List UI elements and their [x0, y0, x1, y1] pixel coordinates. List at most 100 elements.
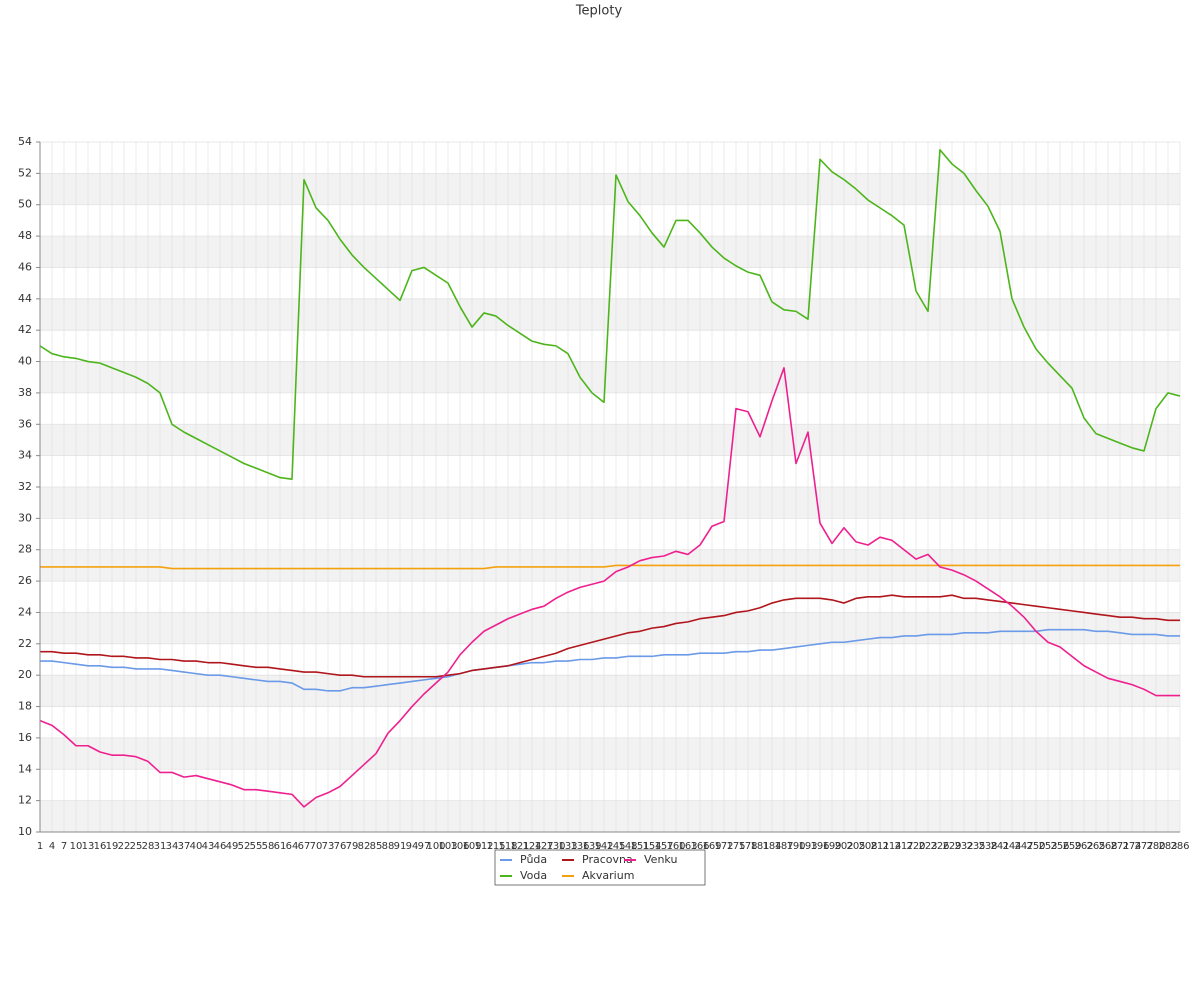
y-tick-label: 18 [18, 700, 32, 713]
legend-label: Voda [520, 869, 547, 882]
x-tick-label: 7 [61, 841, 67, 852]
x-tick-label: 217 [894, 841, 913, 852]
grid-band [40, 298, 1180, 331]
x-tick-label: 205 [846, 841, 865, 852]
y-tick-label: 52 [18, 166, 32, 179]
x-tick-label: 16 [94, 841, 107, 852]
chart-title: Teploty [575, 4, 623, 19]
x-tick-label: 154 [642, 841, 661, 852]
grid-band [40, 675, 1180, 707]
x-tick-label: 163 [678, 841, 697, 852]
x-tick-label: 22 [118, 841, 131, 852]
y-tick-label: 50 [18, 198, 32, 211]
x-tick-label: 232 [954, 841, 973, 852]
y-tick-label: 44 [18, 292, 32, 305]
x-tick-label: 199 [822, 841, 841, 852]
legend-label: Pracovna [582, 853, 633, 866]
x-tick-label: 283 [1158, 841, 1177, 852]
y-tick-label: 26 [18, 574, 32, 587]
x-tick-label: 88 [382, 841, 395, 852]
y-tick-label: 14 [18, 762, 32, 775]
grid-band [40, 424, 1180, 456]
x-tick-label: 46 [214, 841, 227, 852]
x-tick-label: 124 [522, 841, 541, 852]
x-tick-label: 172 [714, 841, 733, 852]
x-tick-label: 19 [106, 841, 119, 852]
grid-band [40, 361, 1180, 393]
x-tick-label: 82 [358, 841, 371, 852]
y-tick-label: 36 [18, 417, 32, 430]
x-tick-label: 55 [250, 841, 263, 852]
x-tick-label: 181 [750, 841, 769, 852]
x-tick-label: 4 [49, 841, 55, 852]
x-tick-label: 229 [942, 841, 961, 852]
x-tick-label: 130 [546, 841, 565, 852]
x-tick-label: 202 [834, 841, 853, 852]
x-tick-label: 136 [570, 841, 589, 852]
x-tick-label: 61 [274, 841, 287, 852]
axes: 1012141618202224262830323436384042444648… [18, 135, 1190, 852]
x-tick-label: 115 [486, 841, 505, 852]
x-tick-label: 73 [322, 841, 335, 852]
x-tick-label: 94 [406, 841, 419, 852]
grid [39, 141, 1181, 833]
x-tick-label: 70 [310, 841, 323, 852]
x-tick-label: 151 [630, 841, 649, 852]
x-tick-label: 187 [774, 841, 793, 852]
x-tick-label: 91 [394, 841, 407, 852]
x-tick-label: 211 [870, 841, 889, 852]
x-tick-label: 37 [178, 841, 191, 852]
x-tick-label: 58 [262, 841, 275, 852]
y-tick-label: 40 [18, 355, 32, 368]
x-tick-label: 184 [762, 841, 781, 852]
legend-label: Půda [520, 853, 547, 866]
grid-band [40, 487, 1180, 519]
x-tick-label: 1 [37, 841, 43, 852]
x-tick-label: 142 [594, 841, 613, 852]
y-tick-label: 30 [18, 511, 32, 524]
x-tick-label: 244 [1002, 841, 1021, 852]
legend: Půda Voda Pracovna Akvarium Venku [500, 853, 677, 882]
x-tick-label: 280 [1146, 841, 1165, 852]
x-tick-label: 100 [426, 841, 445, 852]
y-tick-label: 10 [18, 825, 32, 838]
x-tick-label: 112 [474, 841, 493, 852]
x-tick-label: 235 [966, 841, 985, 852]
x-tick-label: 193 [798, 841, 817, 852]
series-line [40, 628, 1180, 692]
y-tick-label: 48 [18, 229, 32, 242]
x-tick-label: 166 [690, 841, 709, 852]
x-tick-label: 262 [1074, 841, 1093, 852]
x-tick-label: 265 [1086, 841, 1105, 852]
legend-label: Venku [644, 853, 677, 866]
x-tick-label: 127 [534, 841, 553, 852]
x-tick-label: 13 [82, 841, 95, 852]
x-tick-label: 271 [1110, 841, 1129, 852]
y-tick-label: 34 [18, 449, 32, 462]
x-tick-label: 28 [142, 841, 155, 852]
x-tick-label: 256 [1050, 841, 1069, 852]
grid-band [40, 173, 1180, 205]
x-tick-label: 25 [130, 841, 143, 852]
legend-label: Akvarium [582, 869, 634, 882]
y-tick-label: 38 [18, 386, 32, 399]
y-tick-label: 28 [18, 543, 32, 556]
x-tick-label: 49 [226, 841, 239, 852]
bands [40, 173, 1180, 832]
x-tick-label: 79 [346, 841, 359, 852]
x-tick-label: 139 [582, 841, 601, 852]
x-tick-label: 133 [558, 841, 577, 852]
x-tick-label: 118 [498, 841, 517, 852]
grid-band [40, 612, 1180, 644]
x-tick-label: 43 [202, 841, 215, 852]
x-tick-label: 10 [70, 841, 83, 852]
x-tick-label: 178 [738, 841, 757, 852]
series-line [40, 564, 1180, 570]
x-tick-label: 190 [786, 841, 805, 852]
x-tick-label: 250 [1026, 841, 1045, 852]
y-tick-label: 54 [18, 135, 32, 148]
x-tick-label: 106 [450, 841, 469, 852]
x-tick-label: 175 [726, 841, 745, 852]
x-tick-label: 247 [1014, 841, 1033, 852]
